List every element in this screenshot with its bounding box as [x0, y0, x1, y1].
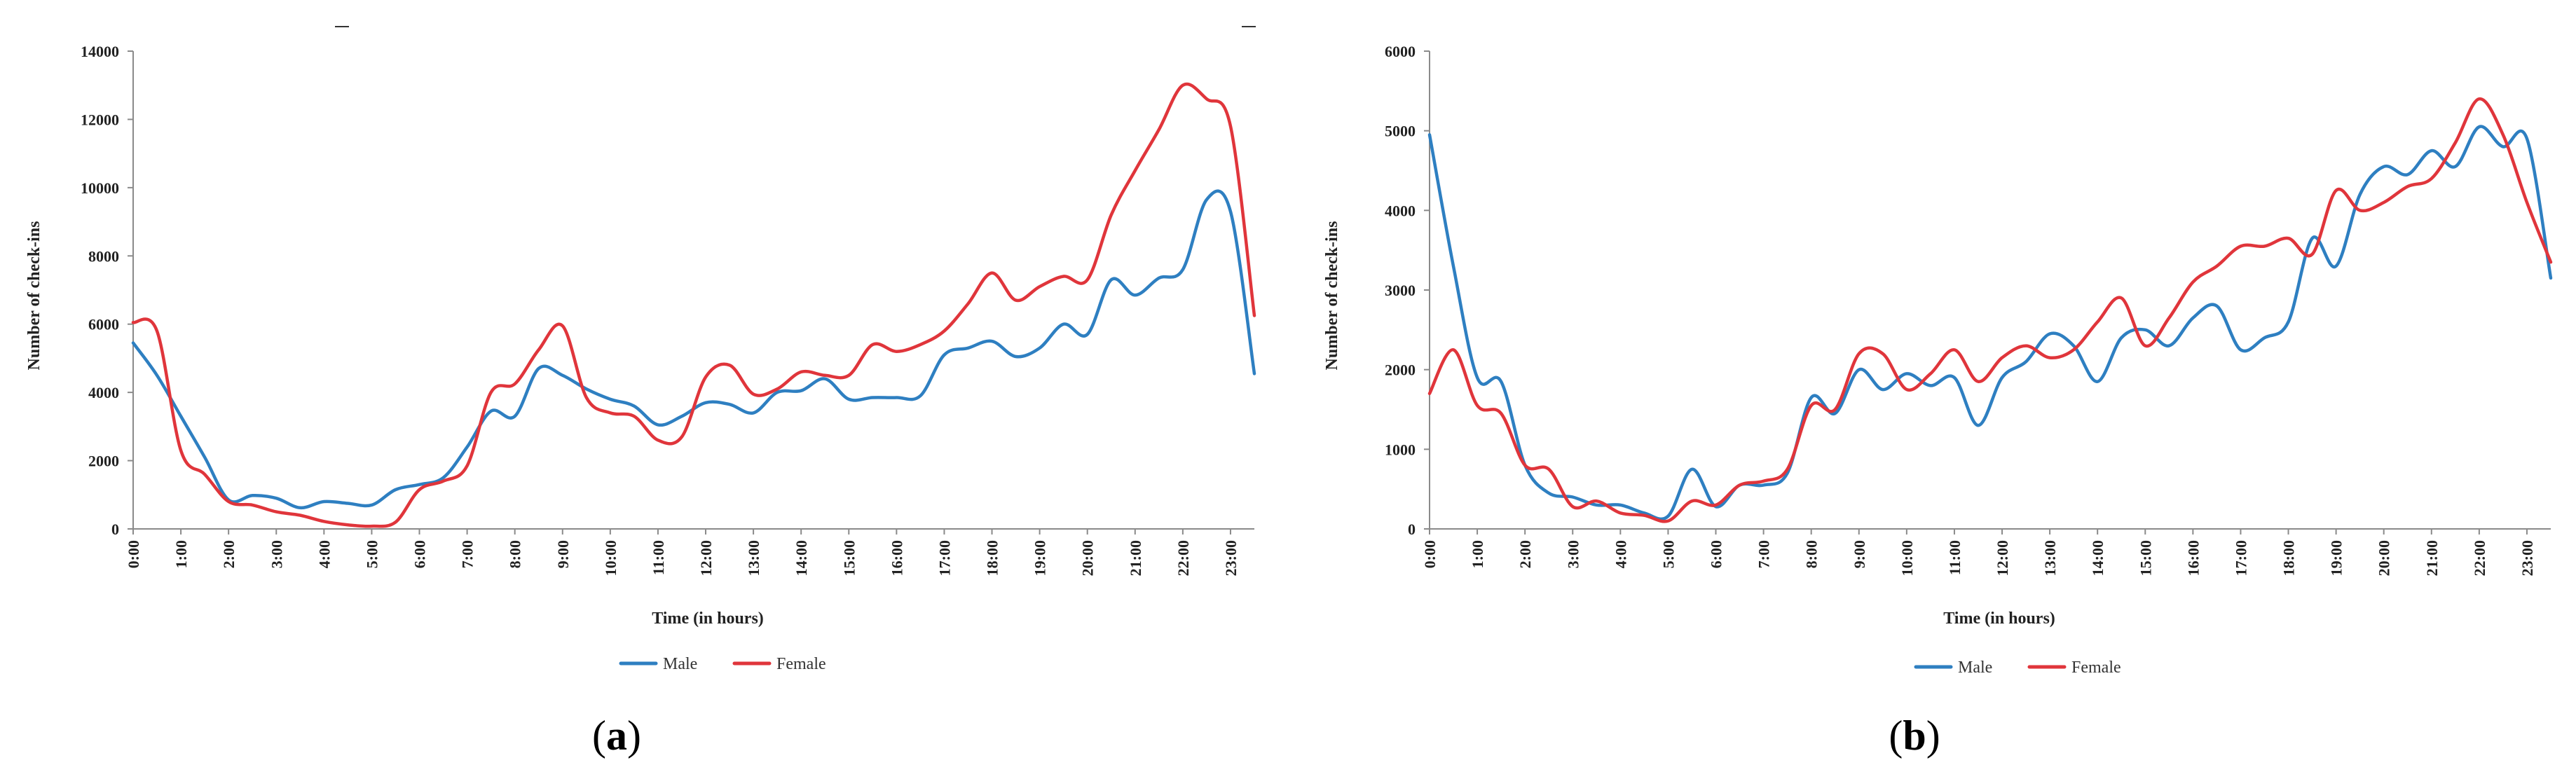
x-tick-label: 3:00 [268, 540, 285, 568]
x-tick-label: 12:00 [1994, 540, 2011, 576]
x-tick-label: 23:00 [1222, 540, 1240, 576]
y-tick-label: 2000 [1385, 361, 1416, 379]
x-tick-label: 15:00 [840, 540, 858, 576]
y-tick-label: 4000 [1385, 202, 1416, 219]
chart-panel-b: Number of check-ins Time (in hours) Male… [1323, 43, 2553, 759]
y-tick-label: 3000 [1385, 282, 1416, 299]
series-line-female [1427, 97, 2553, 523]
y-tick-label: 14000 [81, 43, 119, 60]
x-tick-label: 22:00 [2471, 540, 2488, 576]
chart-panel-a: Number of check-ins Time (in hours) Male… [25, 43, 1256, 759]
x-tick-label: 5:00 [363, 540, 381, 568]
x-tick-label: 17:00 [936, 540, 953, 576]
x-tick-label: 0:00 [125, 540, 142, 568]
y-tick-label: 0 [111, 521, 119, 538]
series-line-male [1427, 125, 2553, 521]
x-tick-label: 6:00 [1708, 540, 1725, 568]
x-tick-label: 16:00 [888, 540, 905, 576]
x-axis-title: Time (in hours) [652, 609, 764, 628]
x-tick-label: 19:00 [1032, 540, 1049, 576]
x-tick-label: 4:00 [1612, 540, 1629, 568]
y-tick-label: 0 [1408, 521, 1416, 538]
x-tick-label: 7:00 [1755, 540, 1773, 568]
legend: Male Female [1914, 659, 2121, 677]
y-tick-label: 8000 [88, 247, 119, 265]
y-tick-label: 4000 [88, 384, 119, 401]
x-tick-label: 1:00 [172, 540, 190, 568]
panel-label-a: (a) [592, 712, 641, 759]
y-axis-title: Number of check-ins [1323, 221, 1341, 371]
x-tick-label: 9:00 [554, 540, 572, 568]
y-tick-label: 2000 [88, 453, 119, 470]
x-tick-label: 0:00 [1421, 540, 1439, 568]
y-tick-label: 6000 [88, 316, 119, 333]
x-tick-label: 15:00 [2137, 540, 2154, 576]
x-tick-label: 13:00 [2041, 540, 2059, 576]
series-line-female [131, 82, 1256, 528]
x-tick-label: 5:00 [1659, 540, 1677, 568]
x-tick-label: 4:00 [315, 540, 333, 568]
x-tick-label: 23:00 [2519, 540, 2536, 576]
x-axis-title: Time (in hours) [1943, 609, 2055, 628]
x-tick-label: 22:00 [1174, 540, 1192, 576]
x-tick-label: 1:00 [1469, 540, 1486, 568]
legend: Male Female [619, 655, 826, 673]
y-tick-label: 12000 [81, 111, 119, 128]
x-tick-label: 12:00 [697, 540, 715, 576]
x-tick-label: 13:00 [745, 540, 762, 576]
x-tick-label: 11:00 [1946, 540, 1964, 575]
legend-male-label: Male [663, 655, 697, 673]
x-tick-label: 3:00 [1564, 540, 1582, 568]
y-tick-label: 10000 [81, 179, 119, 197]
x-tick-label: 19:00 [2328, 540, 2345, 576]
x-tick-label: 14:00 [2089, 540, 2106, 576]
x-tick-label: 16:00 [2184, 540, 2202, 576]
x-tick-label: 9:00 [1851, 540, 1868, 568]
legend-female-label: Female [2071, 659, 2121, 677]
legend-female-label: Female [776, 655, 826, 673]
x-tick-label: 18:00 [984, 540, 1001, 576]
y-tick-label: 6000 [1385, 43, 1416, 60]
x-tick-label: 20:00 [2376, 540, 2393, 576]
x-tick-label: 8:00 [1803, 540, 1821, 568]
panel-letter: b [1903, 712, 1926, 759]
x-tick-label: 17:00 [2232, 540, 2249, 576]
y-tick-label: 1000 [1385, 441, 1416, 458]
x-tick-label: 21:00 [2423, 540, 2441, 576]
panel-letter: a [606, 712, 627, 759]
x-tick-label: 2:00 [1516, 540, 1534, 568]
x-tick-label: 14:00 [793, 540, 810, 576]
x-tick-label: 6:00 [411, 540, 429, 568]
x-tick-label: 18:00 [2280, 540, 2298, 576]
panel-label-b: (b) [1889, 712, 1940, 759]
y-axis-title: Number of check-ins [25, 221, 43, 371]
x-tick-label: 21:00 [1127, 540, 1144, 576]
legend-male-label: Male [1958, 659, 1992, 677]
series-line-male [131, 189, 1256, 510]
y-tick-label: 5000 [1385, 123, 1416, 140]
x-tick-label: 8:00 [507, 540, 524, 568]
x-tick-label: 7:00 [459, 540, 477, 568]
x-tick-label: 11:00 [650, 540, 667, 575]
x-tick-label: 20:00 [1079, 540, 1097, 576]
x-tick-label: 10:00 [1898, 540, 1916, 576]
x-tick-label: 10:00 [602, 540, 619, 576]
x-tick-label: 2:00 [220, 540, 238, 568]
